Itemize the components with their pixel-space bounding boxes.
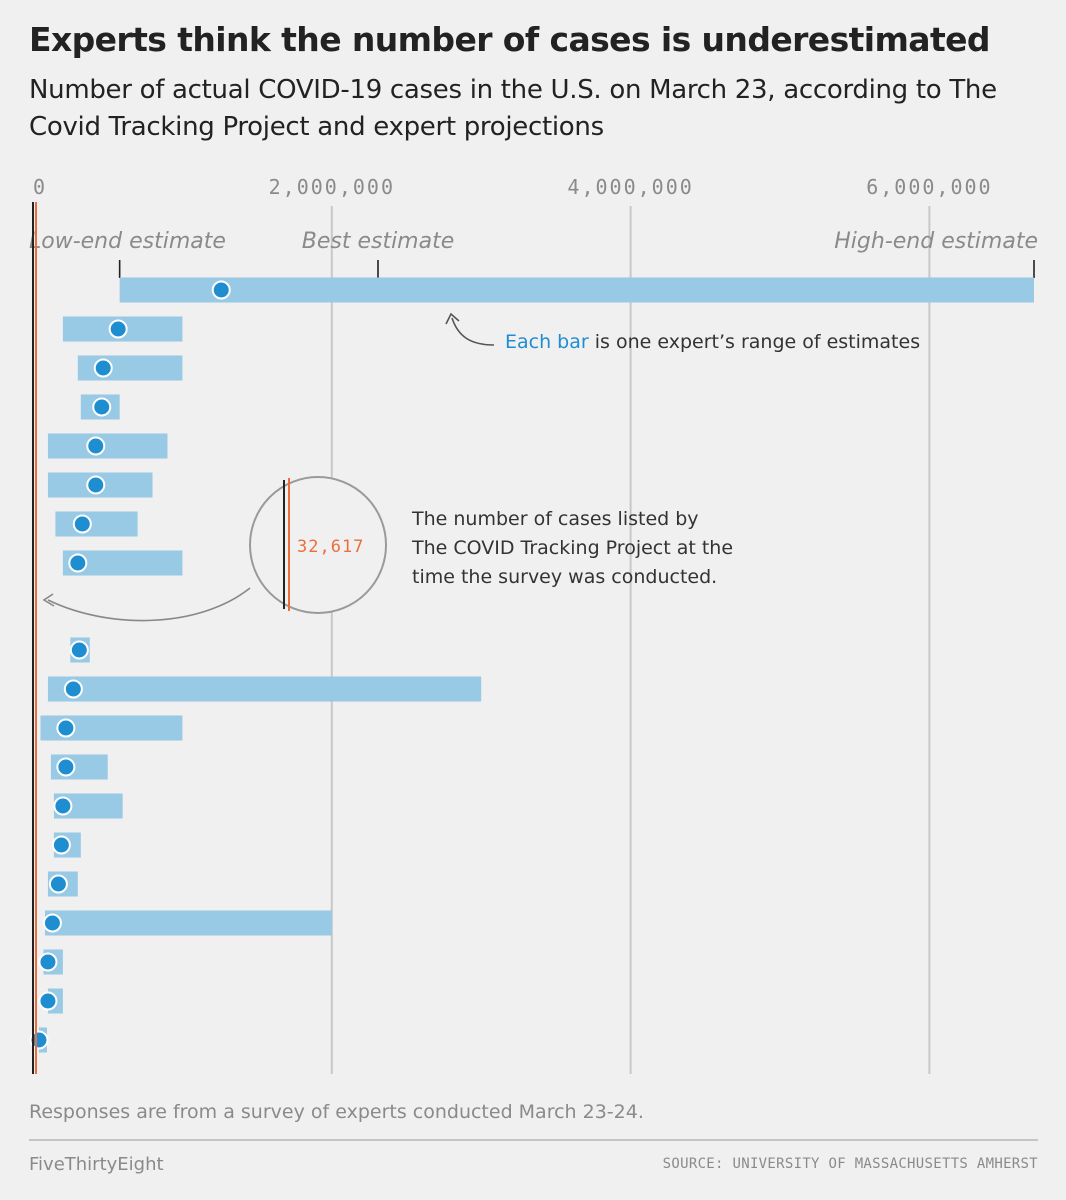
expert-range-bar xyxy=(55,511,138,537)
best-estimate-dot xyxy=(72,514,92,534)
expert-range-bar xyxy=(47,433,168,459)
magnifier-arrowhead xyxy=(42,593,55,607)
magnifier-arrow xyxy=(47,587,251,622)
x-tick-label: 2,000,000 xyxy=(269,175,395,199)
expert-range-bar xyxy=(119,277,1034,303)
expert-ranges xyxy=(29,277,1034,1053)
x-tick-label: 0 xyxy=(33,175,47,199)
expert-range-bar xyxy=(47,676,482,702)
best-estimate-dot xyxy=(51,835,71,855)
best-estimate-dot xyxy=(68,553,88,573)
best-estimate-dot xyxy=(38,952,58,972)
expert-range-bar xyxy=(77,355,183,381)
reference-note-line-1: The number of cases listed by xyxy=(411,508,699,530)
best-estimate-dot xyxy=(38,991,58,1011)
best-estimate-dot xyxy=(56,718,76,738)
chart-title: Experts think the number of cases is und… xyxy=(29,20,991,59)
range-dot-chart: 0 2,000,000 4,000,000 6,000,000 Low-end est… xyxy=(29,175,1038,1074)
annotation-each-bar: Each bar is one expert’s range of estima… xyxy=(445,312,920,353)
expert-range-bar xyxy=(44,910,332,936)
footer-divider xyxy=(29,1139,1038,1141)
x-axis-ticks: 0 2,000,000 4,000,000 6,000,000 xyxy=(33,175,992,199)
annotation-rest: is one expert’s range of estimates xyxy=(589,331,920,353)
best-estimate-dot xyxy=(53,796,73,816)
footnote: Responses are from a survey of experts c… xyxy=(29,1101,644,1123)
best-estimate-dot xyxy=(29,1030,49,1050)
chart-subtitle: Number of actual COVID-19 cases in the U… xyxy=(29,75,997,142)
best-estimate-dot xyxy=(108,319,128,339)
legend-low-label: Low-end estimate xyxy=(29,229,226,254)
best-estimate-dot xyxy=(63,679,83,699)
x-tick-label: 6,000,000 xyxy=(866,175,992,199)
annotation-reference: 32,617 The number of cases listed by The… xyxy=(42,476,733,622)
reference-note-line-3: time the survey was conducted. xyxy=(412,566,717,588)
best-estimate-dot xyxy=(93,358,113,378)
annotation-each-bar-text: Each bar is one expert’s range of estima… xyxy=(505,331,920,353)
annotation-arrow xyxy=(451,317,495,346)
best-estimate-dot xyxy=(211,280,231,300)
annotation-highlight: Each bar xyxy=(505,331,589,353)
best-estimate-dot xyxy=(42,913,62,933)
source-note: SOURCE: UNIVERSITY OF MASSACHUSETTS AMHE… xyxy=(662,1156,1038,1172)
x-tick-label: 4,000,000 xyxy=(567,175,693,199)
legend-high-label: High-end estimate xyxy=(834,229,1038,254)
reference-note-line-2: The COVID Tracking Project at the xyxy=(411,537,733,559)
best-estimate-dot xyxy=(69,640,89,660)
best-estimate-dot xyxy=(86,436,106,456)
best-estimate-dot xyxy=(92,397,112,417)
best-estimate-dot xyxy=(48,874,68,894)
reference-value-label: 32,617 xyxy=(297,537,364,557)
brand-name: FiveThirtyEight xyxy=(29,1154,164,1175)
reference-line xyxy=(32,202,37,1074)
legend-best-label: Best estimate xyxy=(302,229,455,254)
annotation-arrowhead xyxy=(445,312,460,325)
best-estimate-dot xyxy=(56,757,76,777)
best-estimate-dot xyxy=(86,475,106,495)
